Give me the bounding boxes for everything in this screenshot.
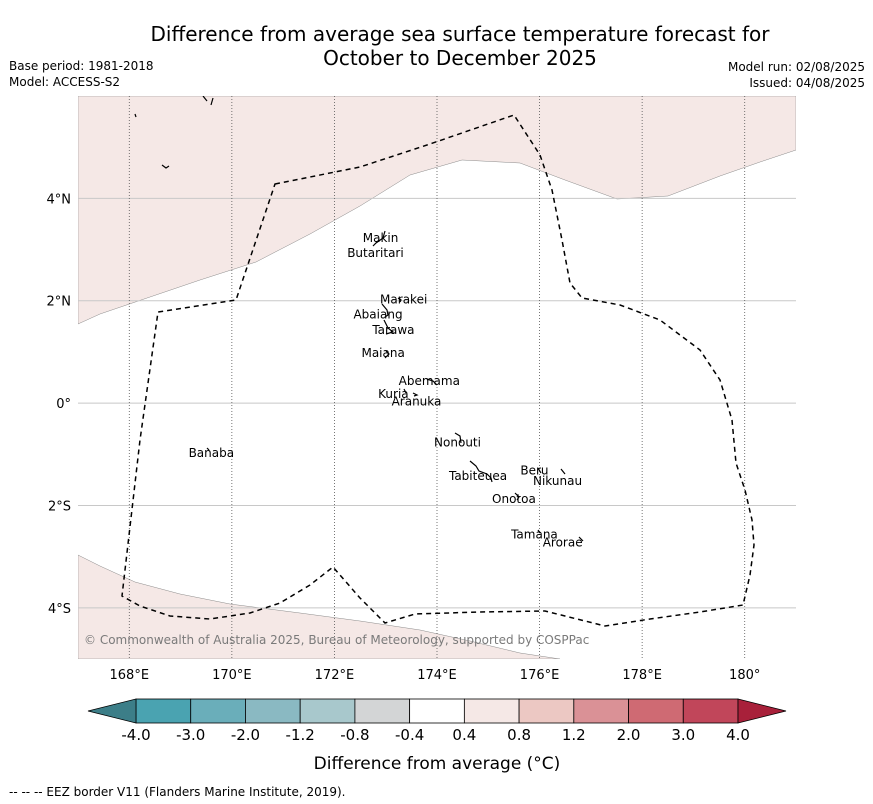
latitude-tick-label: 4°N <box>47 192 72 207</box>
longitude-tick-label: 174°E <box>417 668 457 683</box>
colorbar-tick-label: 0.4 <box>452 726 476 744</box>
colorbar-tick-label: -0.8 <box>340 726 369 744</box>
colorbar-tick-label: -0.4 <box>395 726 424 744</box>
place-label: Onotoa <box>492 492 536 506</box>
colorbar-swatch <box>355 699 410 723</box>
colorbar-swatch <box>300 699 355 723</box>
colorbar-title: Difference from average (°C) <box>314 754 561 774</box>
longitude-tick-label: 180° <box>729 668 760 683</box>
latitude-tick-label: 4°S <box>48 602 71 617</box>
colorbar-tick-label: 0.8 <box>507 726 531 744</box>
place-label: Arorae <box>543 535 583 549</box>
place-label: Marakei <box>380 292 427 306</box>
place-label: Nonouti <box>434 436 481 450</box>
colorbar-tick-label: 1.2 <box>562 726 586 744</box>
colorbar-over-arrow <box>738 699 786 723</box>
colorbar-swatch <box>683 699 738 723</box>
longitude-tick-label: 178°E <box>622 668 662 683</box>
place-label: Banaba <box>189 446 235 460</box>
colorbar-tick-label: 3.0 <box>671 726 695 744</box>
latitude-tick-label: 0° <box>56 397 71 412</box>
colorbar-tick-label: -1.2 <box>286 726 315 744</box>
place-label: Tarawa <box>371 323 414 337</box>
colorbar-swatch <box>410 699 465 723</box>
latitude-tick-label: 2°N <box>47 295 72 310</box>
copyright-notice: © Commonwealth of Australia 2025, Bureau… <box>84 633 589 647</box>
longitude-tick-labels: 168°E 170°E 172°E 174°E 176°E 178°E 180° <box>110 668 761 683</box>
latitude-tick-label: 2°S <box>48 499 71 514</box>
eez-footnote: -- -- -- EEZ border V11 (Flanders Marine… <box>9 785 346 799</box>
colorbar-swatch <box>629 699 684 723</box>
colorbar-swatch <box>136 699 191 723</box>
colorbar-swatch <box>464 699 519 723</box>
latitude-tick-labels: 4°N 2°N 0° 2°S 4°S <box>47 192 72 616</box>
longitude-tick-label: 170°E <box>212 668 252 683</box>
colorbar-swatch <box>574 699 629 723</box>
place-label: Nikunau <box>533 474 582 488</box>
longitude-tick-label: 172°E <box>315 668 355 683</box>
longitude-tick-label: 176°E <box>520 668 560 683</box>
place-label: Maiana <box>361 346 404 360</box>
colorbar-under-arrow <box>88 699 136 723</box>
place-label: Tabiteuea <box>448 469 507 483</box>
colorbar-tick-label: -4.0 <box>121 726 150 744</box>
map-figure: MakinButaritari Marakei AbaiangTarawa Maian… <box>0 0 873 804</box>
colorbar-tick-label: -3.0 <box>176 726 205 744</box>
longitude-tick-label: 168°E <box>110 668 150 683</box>
place-label: Butaritari <box>347 246 404 260</box>
place-label: Makin <box>363 231 399 245</box>
place-label: Abaiang <box>353 308 402 322</box>
colorbar-swatch <box>519 699 574 723</box>
colorbar-tick-label: 2.0 <box>617 726 641 744</box>
colorbar <box>88 699 786 723</box>
colorbar-swatch <box>245 699 300 723</box>
colorbar-tick-labels: -4.0 -3.0 -2.0 -1.2 -0.8 -0.4 0.4 0.8 1.2 2.0 3.0 4… <box>121 726 750 744</box>
colorbar-swatch <box>191 699 246 723</box>
colorbar-tick-label: 4.0 <box>726 726 750 744</box>
colorbar-tick-label: -2.0 <box>231 726 260 744</box>
place-label: Aranuka <box>392 395 442 409</box>
